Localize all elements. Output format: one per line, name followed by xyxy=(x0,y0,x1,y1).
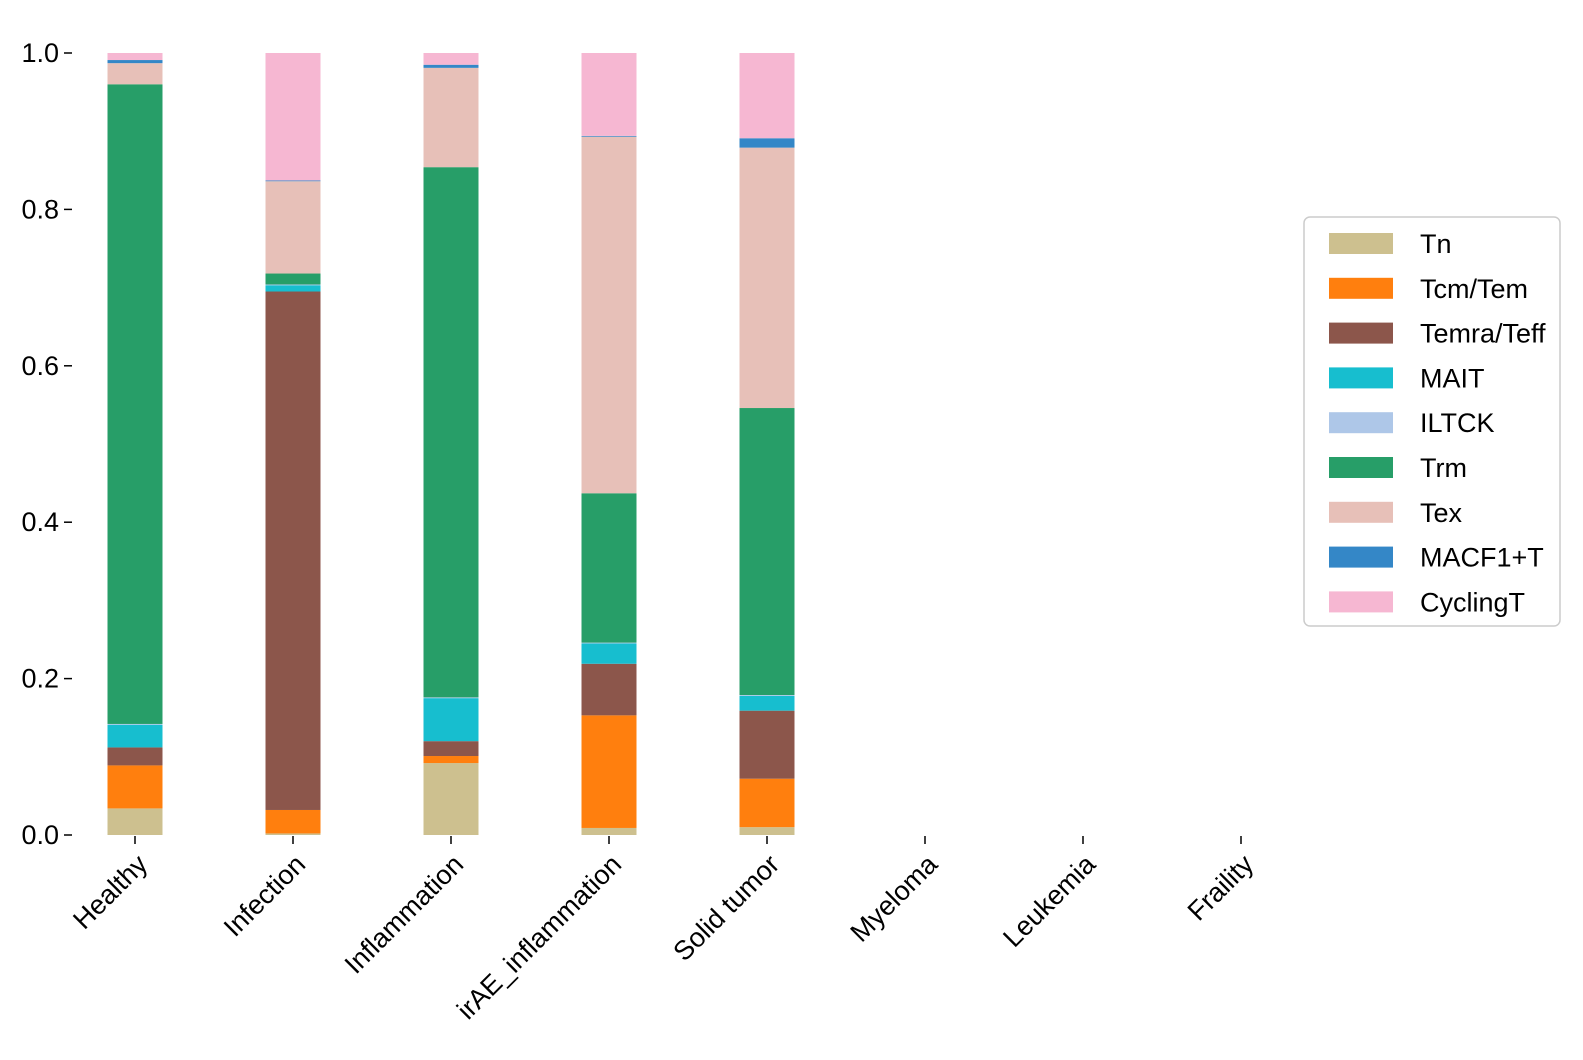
bar-segment-trm xyxy=(423,167,479,698)
bar-segment-tn xyxy=(107,808,163,835)
bar-segment-macf1-t xyxy=(423,64,479,68)
legend-label: Trm xyxy=(1420,453,1467,483)
legend-swatch xyxy=(1329,546,1393,568)
x-tick-label: Inflammation xyxy=(339,849,470,980)
bar-segment-mait xyxy=(265,285,321,292)
x-tick-label: Healthy xyxy=(67,849,153,935)
bar-segment-macf1-t xyxy=(107,60,163,64)
legend-swatch xyxy=(1329,322,1393,344)
bar-segment-trm xyxy=(107,84,163,724)
legend-swatch xyxy=(1329,457,1393,478)
legend-label: Tn xyxy=(1420,229,1452,259)
bar-segment-tex xyxy=(581,136,637,494)
bar-segment-cyclingt xyxy=(739,53,795,139)
bar-segment-cyclingt xyxy=(265,53,321,181)
legend-label: Tex xyxy=(1420,498,1463,528)
legend-swatch xyxy=(1329,412,1393,434)
x-tick-label: irAE_inflammation xyxy=(451,849,627,1025)
x-tick-label: Solid tumor xyxy=(667,849,785,967)
bars xyxy=(107,53,795,835)
bar-segment-tcm-tem xyxy=(265,809,321,834)
bar-segment-cyclingt xyxy=(581,53,637,136)
bar-segment-iltck xyxy=(107,723,163,725)
bar-segment-macf1-t xyxy=(581,135,637,137)
legend-label: MAIT xyxy=(1420,363,1485,393)
bar-segment-mait xyxy=(581,643,637,664)
bar-segment-trm xyxy=(581,493,637,643)
legend-label: ILTCK xyxy=(1420,408,1495,438)
bar-segment-temra-teff xyxy=(581,663,637,716)
bar-segment-trm xyxy=(265,273,321,285)
bar-segment-tcm-tem xyxy=(107,765,163,809)
bar-segment-tex xyxy=(739,147,795,409)
bar-segment-cyclingt xyxy=(423,53,479,65)
bar-segment-macf1-t xyxy=(265,180,321,182)
x-tick-label: Infection xyxy=(218,849,311,942)
legend-swatch xyxy=(1329,367,1393,389)
legend-label: CyclingT xyxy=(1420,587,1525,617)
x-axis: Healthy Infection InflammationirAE_inflamm… xyxy=(67,836,1260,1025)
y-tick-label: 1.0 xyxy=(21,38,59,68)
bar-segment-iltck xyxy=(581,642,637,644)
y-tick-label: 0.6 xyxy=(21,351,59,381)
legend-swatch xyxy=(1329,501,1393,523)
bar-segment-temra-teff xyxy=(265,291,321,810)
bar-segment-iltck xyxy=(423,697,479,699)
bar-segment-tcm-tem xyxy=(423,756,479,764)
y-tick-label: 0.2 xyxy=(21,664,59,694)
bar-segment-tn xyxy=(423,763,479,835)
bar-segment-tn xyxy=(739,827,795,835)
bar-segment-tcm-tem xyxy=(739,778,795,828)
legend-swatch xyxy=(1329,277,1393,299)
legend-label: MACF1+T xyxy=(1420,543,1544,573)
x-tick-label: Leukemia xyxy=(997,848,1102,953)
y-tick-label: 0.4 xyxy=(21,507,59,537)
y-tick-label: 0.8 xyxy=(21,194,59,224)
legend-label: Temra/Teff xyxy=(1420,319,1546,349)
bar-segment-mait xyxy=(107,724,163,748)
legend: Tn Tcm/Tem Temra/Teff MAIT ILTCK Trm Tex MACF1+… xyxy=(1303,216,1561,627)
x-tick-label: Myeloma xyxy=(845,848,944,947)
bar-segment-tex xyxy=(423,67,479,168)
legend-frame xyxy=(1303,216,1561,627)
bar-segment-trm xyxy=(739,408,795,696)
y-axis: 0.0 0.2 0.4 0.6 0.8 1.0 xyxy=(21,38,72,850)
bar-segment-temra-teff xyxy=(107,747,163,766)
legend-swatch xyxy=(1329,591,1393,613)
bar-segment-iltck xyxy=(265,284,321,286)
bar-segment-temra-teff xyxy=(423,741,479,757)
legend-swatch xyxy=(1329,233,1393,254)
bar-segment-mait xyxy=(423,698,479,742)
bar-segment-macf1-t xyxy=(739,138,795,148)
bar-segment-tex xyxy=(265,181,321,274)
bar-segment-temra-teff xyxy=(739,710,795,779)
bar-segment-iltck xyxy=(739,695,795,696)
bar-segment-cyclingt xyxy=(107,53,163,61)
x-tick-label: Fraility xyxy=(1182,849,1260,927)
bar-segment-tcm-tem xyxy=(581,715,637,828)
y-tick-label: 0.0 xyxy=(21,820,59,850)
bar-segment-tn xyxy=(265,833,321,835)
bar-segment-mait xyxy=(739,695,795,711)
legend-label: Tcm/Tem xyxy=(1420,274,1528,304)
bar-segment-tn xyxy=(581,827,637,835)
bar-segment-tex xyxy=(107,63,163,85)
